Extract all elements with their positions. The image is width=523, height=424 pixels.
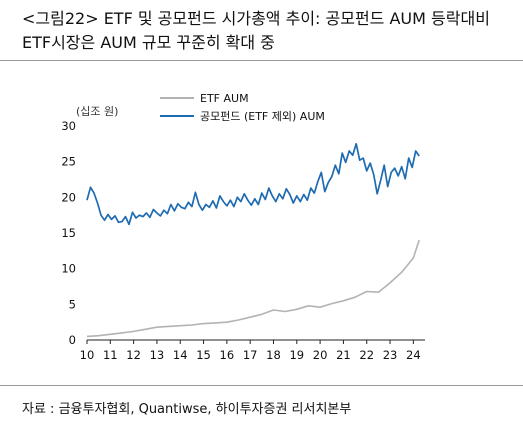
y-tick-label-15: 15 — [61, 226, 76, 240]
x-tick-label-14: 14 — [173, 348, 188, 362]
x-tick-label-16: 16 — [220, 348, 235, 362]
legend-swatch-etf — [160, 97, 194, 99]
x-tick-label-17: 17 — [243, 348, 258, 362]
x-tick-label-11: 11 — [103, 348, 118, 362]
top-divider — [0, 60, 523, 61]
x-tick-label-20: 20 — [313, 348, 328, 362]
y-tick-label-0: 0 — [69, 333, 76, 347]
bottom-divider — [0, 385, 523, 386]
x-tick-label-21: 21 — [336, 348, 351, 362]
y-tick-label-30: 30 — [61, 119, 76, 133]
source-note: 자료 : 금융투자협회, Quantiwse, 하이투자증권 리서치본부 — [22, 402, 352, 417]
x-tick-label-18: 18 — [266, 348, 281, 362]
chart-legend: ETF AUM 공모펀드 (ETF 제외) AUM — [160, 89, 325, 125]
chart-title-line1: <그림22> ETF 및 공모펀드 시가총액 추이: 공모펀드 AUM 등락대비 — [22, 9, 490, 28]
series-line-fund-aum — [86, 142, 420, 226]
x-tick-label-22: 22 — [359, 348, 374, 362]
legend-label-fund: 공모펀드 (ETF 제외) AUM — [200, 110, 325, 123]
y-tick-label-10: 10 — [61, 262, 76, 276]
y-tick-label-20: 20 — [61, 190, 76, 204]
legend-swatch-fund — [160, 115, 194, 117]
y-tick-label-5: 5 — [69, 297, 76, 311]
series-line-etf-aum — [86, 239, 420, 338]
x-tick-label-10: 10 — [80, 348, 95, 362]
x-tick-label-19: 19 — [289, 348, 304, 362]
x-tick-label-23: 23 — [383, 348, 398, 362]
chart-title-line2: ETF시장은 AUM 규모 꾸준히 확대 중 — [22, 33, 275, 52]
y-tick-label-25: 25 — [61, 155, 76, 169]
x-tick-label-24: 24 — [406, 348, 421, 362]
x-tick-label-15: 15 — [196, 348, 211, 362]
legend-label-etf: ETF AUM — [200, 91, 249, 105]
x-tick-label-12: 12 — [126, 348, 141, 362]
y-axis-unit-label: (십조 원) — [76, 105, 119, 118]
legend-item-etf: ETF AUM — [160, 89, 325, 107]
legend-item-fund: 공모펀드 (ETF 제외) AUM — [160, 107, 325, 125]
x-tick-label-13: 13 — [150, 348, 165, 362]
